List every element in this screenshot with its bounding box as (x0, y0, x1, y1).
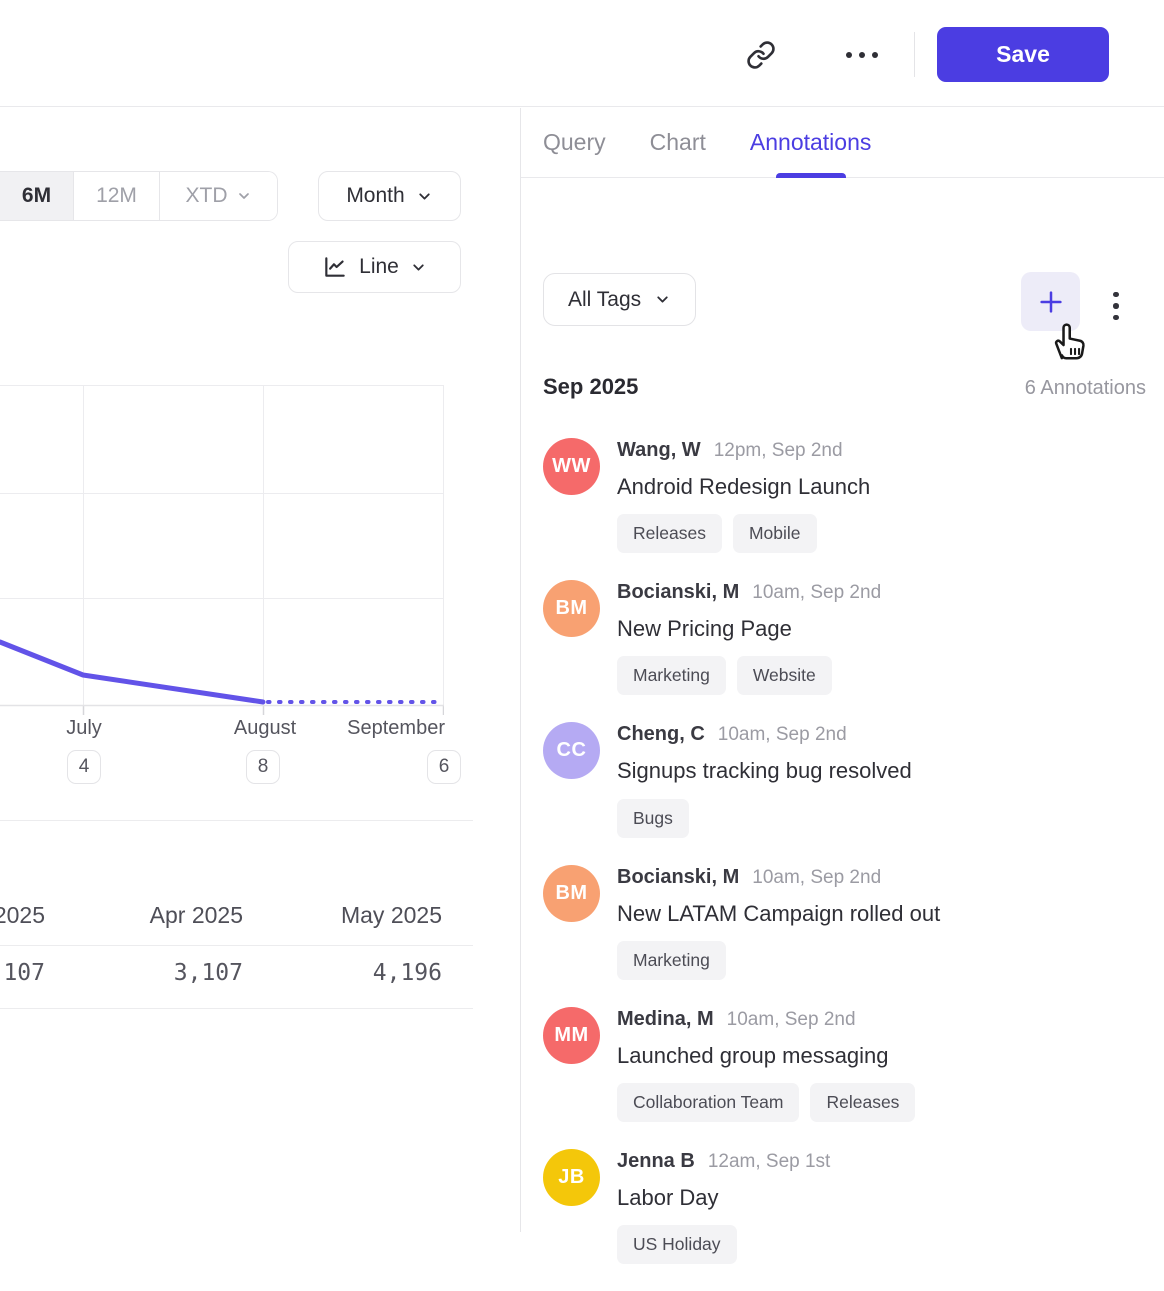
annotation-author: Wang, W (617, 439, 701, 461)
table-header-cell: 2025 (0, 902, 45, 928)
annotation-timestamp: 12pm, Sep 2nd (713, 440, 843, 461)
x-axis-label-july: July (66, 717, 102, 739)
annotation-author: Jenna B (617, 1149, 695, 1172)
annotation-title: New LATAM Campaign rolled out (617, 900, 941, 926)
annotation-tag[interactable]: Website (736, 656, 832, 696)
annotation-item[interactable]: BM Bocianski, M 10am, Sep 2nd New LATAM … (543, 864, 1146, 980)
annotation-item[interactable]: CC Cheng, C 10am, Sep 2nd Signups tracki… (543, 722, 1146, 838)
annotation-timestamp: 10am, Sep 2nd (717, 724, 847, 746)
more-horizontal-icon (846, 52, 852, 58)
line-chart-plot (0, 385, 446, 715)
panel-tabs: Query Chart Annotations (521, 108, 1164, 178)
panel-divider (520, 108, 521, 1232)
avatar: BM (543, 580, 600, 638)
share-link-icon (747, 41, 775, 69)
avatar: CC (543, 722, 600, 780)
share-link-button[interactable] (741, 35, 781, 75)
annotation-tag[interactable]: Releases (810, 1082, 916, 1122)
annotation-timestamp: 12am, Sep 1st (707, 1150, 831, 1172)
save-button[interactable]: Save (937, 27, 1109, 82)
annotation-list: WW Wang, W 12pm, Sep 2nd Android Redesig… (543, 438, 1146, 1291)
annotation-count: 6 Annotations (1024, 377, 1146, 399)
annotations-menu-button[interactable] (1106, 285, 1126, 327)
annotation-timestamp: 10am, Sep 2nd (752, 582, 882, 604)
chart-panel: 6M 12M XTD Month Line July August Septem… (0, 108, 520, 1232)
annotation-tag[interactable]: Collaboration Team (617, 1082, 800, 1122)
annotation-title: Signups tracking bug resolved (617, 758, 912, 784)
more-options-button[interactable] (842, 37, 882, 73)
annotation-item[interactable]: WW Wang, W 12pm, Sep 2nd Android Redesig… (543, 438, 1146, 554)
annotation-title: Labor Day (617, 1184, 719, 1210)
annotation-tag[interactable]: US Holiday (617, 1225, 737, 1265)
tag-filter-dropdown[interactable]: All Tags (543, 273, 697, 326)
annotation-author: Bocianski, M (617, 865, 740, 888)
x-axis-label-september: September (347, 717, 445, 739)
line-chart-icon (325, 257, 345, 277)
annotation-tag[interactable]: Bugs (617, 798, 689, 838)
table-header-cell: Apr 2025 (149, 902, 243, 928)
granularity-dropdown[interactable]: Month (318, 171, 461, 221)
group-title: Sep 2025 (543, 374, 639, 399)
annotation-tag[interactable]: Marketing (617, 940, 726, 980)
table-value-cell: 4,196 (372, 960, 442, 986)
range-6m-button[interactable]: 6M (0, 172, 74, 220)
annotation-tag[interactable]: Marketing (617, 656, 726, 696)
add-annotation-button[interactable] (1021, 272, 1080, 331)
avatar: JB (543, 1148, 600, 1206)
annotations-panel-body: All Tags Sep 2025 6 Annotations WW W (521, 178, 1164, 1265)
annotation-timestamp: 10am, Sep 2nd (752, 866, 882, 888)
annotation-title: New Pricing Page (617, 616, 792, 642)
month-annotation-count-badge[interactable]: 8 (246, 750, 280, 784)
plus-icon (1039, 290, 1062, 313)
table-value-cell: 107 (3, 960, 45, 986)
chart-type-dropdown[interactable]: Line (288, 241, 461, 293)
annotations-panel: Query Chart Annotations All Tags Sep 202… (521, 108, 1164, 1265)
active-tab-underline (775, 172, 846, 178)
tab-annotations[interactable]: Annotations (750, 108, 871, 178)
chevron-down-icon (413, 263, 424, 271)
tab-query[interactable]: Query (543, 129, 606, 155)
annotation-title: Launched group messaging (617, 1042, 889, 1068)
chevron-down-icon (419, 192, 430, 200)
x-axis-label-august: August (233, 717, 297, 739)
chevron-down-icon (657, 296, 668, 303)
annotation-author: Medina, M (617, 1007, 714, 1030)
range-xtd-button[interactable]: XTD (160, 172, 277, 220)
monthly-values-table: 2025 Apr 2025 May 2025 107 3,107 4,196 (0, 820, 473, 1118)
chevron-down-icon (238, 193, 249, 199)
topbar-divider (914, 32, 915, 77)
month-annotation-count-badge[interactable]: 6 (427, 750, 461, 784)
annotation-author: Bocianski, M (617, 581, 740, 604)
annotation-group-header: Sep 2025 6 Annotations (543, 374, 1146, 400)
date-range-segmented-control: 6M 12M XTD (0, 171, 278, 221)
more-vertical-icon (1113, 291, 1119, 298)
table-value-cell: 3,107 (173, 960, 243, 986)
range-12m-button[interactable]: 12M (74, 172, 160, 220)
annotation-item[interactable]: JB Jenna B 12am, Sep 1st Labor Day US Ho… (543, 1148, 1146, 1265)
month-annotation-count-badge[interactable]: 4 (67, 750, 101, 784)
annotation-tag[interactable]: Mobile (732, 514, 817, 554)
avatar: MM (543, 1006, 600, 1064)
annotation-title: Android Redesign Launch (617, 474, 871, 499)
avatar: WW (543, 438, 600, 495)
annotation-item[interactable]: MM Medina, M 10am, Sep 2nd Launched grou… (543, 1006, 1146, 1122)
top-bar: Save (0, 0, 1164, 107)
line-chart[interactable] (0, 385, 446, 715)
annotation-author: Cheng, C (617, 723, 705, 746)
annotation-timestamp: 10am, Sep 2nd (726, 1008, 856, 1030)
annotation-item[interactable]: BM Bocianski, M 10am, Sep 2nd New Pricin… (543, 580, 1146, 696)
avatar: BM (543, 864, 600, 922)
annotation-tag[interactable]: Releases (617, 514, 722, 554)
tab-chart[interactable]: Chart (649, 129, 706, 155)
table-header-cell: May 2025 (340, 902, 442, 928)
